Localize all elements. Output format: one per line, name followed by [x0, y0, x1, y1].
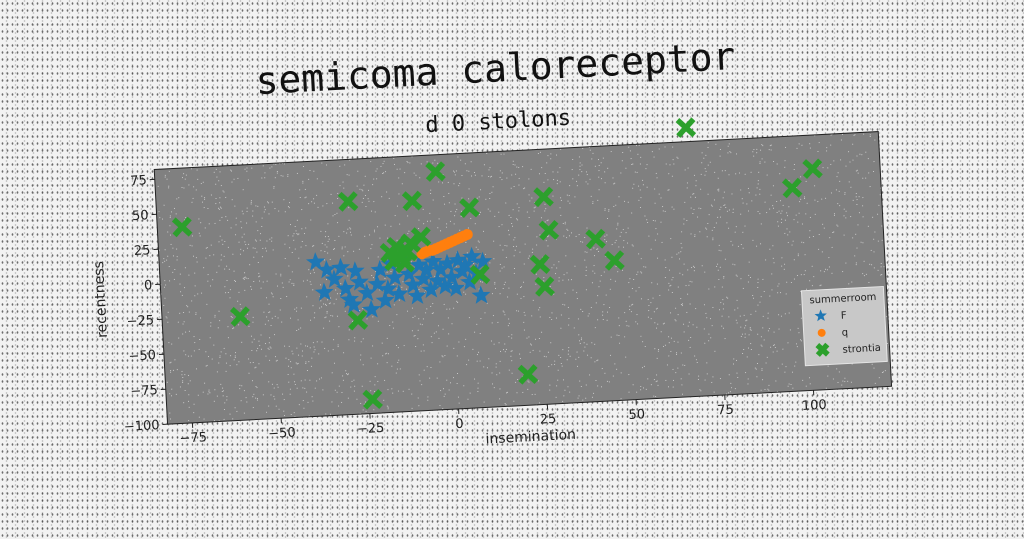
y-tick-label: 75: [130, 173, 147, 189]
legend-label: strontia: [842, 343, 881, 356]
y-axis-label: recentness: [91, 261, 111, 339]
y-tick-label: −100: [124, 418, 160, 435]
y-tick-label: −50: [128, 348, 156, 364]
x-tick-label: 75: [717, 403, 734, 419]
y-tick-label: 25: [134, 243, 151, 259]
y-tick-label: −75: [130, 383, 158, 399]
x-tick-label: −75: [179, 430, 207, 446]
x-tick-label: 0: [455, 417, 464, 432]
chart-subtitle: d 0 stolons: [425, 106, 572, 139]
x-tick-label: 25: [539, 412, 556, 428]
y-tick-label: 50: [132, 208, 149, 224]
chart-stage: semicoma caloreceptor d 0 stolons −75 −50…: [0, 0, 1024, 512]
x-axis-label: insemination: [485, 427, 576, 448]
x-tick-label: −25: [357, 421, 385, 437]
legend-label: F: [841, 310, 848, 321]
legend-label: q: [841, 327, 848, 338]
data-point: [677, 119, 694, 136]
y-tick-label: −25: [126, 313, 154, 329]
legend-marker: [817, 345, 828, 356]
x-tick-label: 50: [628, 407, 645, 423]
x-tick-label: 100: [802, 398, 828, 414]
chart-title: semicoma caloreceptor: [254, 34, 736, 103]
y-tick-label: 0: [144, 278, 153, 293]
x-tick-label: −50: [268, 425, 296, 441]
